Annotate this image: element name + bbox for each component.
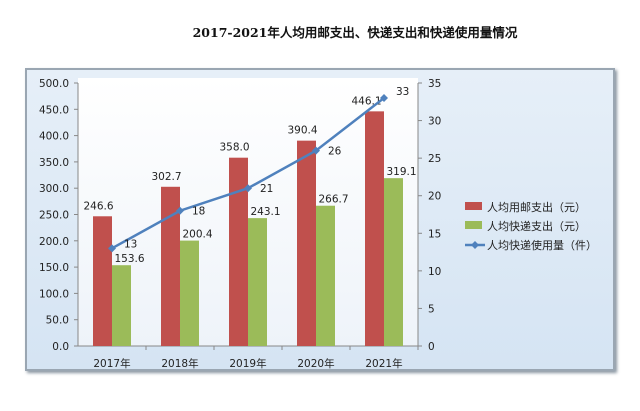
x-tick-label: 2021年 <box>365 357 402 370</box>
legend-label: 人均用邮支出（元） <box>487 200 586 214</box>
left-tick-label: 150.0 <box>39 262 69 274</box>
data-label: 390.4 <box>287 125 317 137</box>
x-tick-label: 2020年 <box>297 357 334 370</box>
left-tick-label: 0.0 <box>52 341 69 353</box>
legend-label: 人均快递支出（元） <box>487 219 586 233</box>
data-label: 21 <box>260 183 273 195</box>
bar-express-spending <box>316 205 335 346</box>
line-marker <box>380 94 388 103</box>
left-tick-label: 250.0 <box>39 210 69 222</box>
data-label: 358.0 <box>219 142 249 154</box>
bar-express-spending <box>112 265 131 346</box>
legend-label: 人均快递使用量（件） <box>487 238 597 252</box>
data-label: 26 <box>328 146 342 158</box>
left-tick-label: 350.0 <box>39 157 69 169</box>
data-label: 302.7 <box>151 171 181 183</box>
bar-express-spending <box>384 178 403 346</box>
right-tick-label: 30 <box>428 116 441 128</box>
data-label: 446.1 <box>351 95 381 107</box>
data-label: 153.6 <box>114 253 144 265</box>
bar-postal-spending <box>93 216 112 346</box>
bar-express-spending <box>180 240 199 346</box>
line-marker <box>312 146 320 155</box>
right-tick-label: 35 <box>428 78 441 90</box>
legend-swatch <box>465 221 482 229</box>
right-tick-label: 10 <box>428 266 441 278</box>
x-tick-label: 2018年 <box>161 357 198 370</box>
right-tick-label: 0 <box>428 341 435 353</box>
bar-postal-spending <box>365 111 384 346</box>
line-marker <box>176 206 184 215</box>
right-tick-label: 20 <box>428 191 441 203</box>
bar-postal-spending <box>161 186 180 346</box>
data-label: 200.4 <box>182 229 212 241</box>
data-label: 243.1 <box>250 206 280 218</box>
line-marker <box>108 244 116 253</box>
x-tick-label: 2017年 <box>93 357 130 370</box>
bar-express-spending <box>248 218 267 346</box>
left-tick-label: 50.0 <box>46 315 69 327</box>
data-label: 319.1 <box>386 166 416 178</box>
left-tick-label: 200.0 <box>39 236 69 248</box>
left-tick-label: 400.0 <box>39 131 69 143</box>
legend-marker <box>471 241 479 249</box>
data-label: 18 <box>192 206 205 218</box>
bar-postal-spending <box>297 140 316 346</box>
x-tick-label: 2019年 <box>229 357 266 370</box>
line-marker <box>244 184 252 193</box>
left-tick-label: 500.0 <box>39 78 69 90</box>
right-tick-label: 15 <box>428 228 441 240</box>
left-tick-label: 450.0 <box>39 104 69 116</box>
data-label: 13 <box>124 238 137 250</box>
data-label: 246.6 <box>83 200 113 212</box>
right-tick-label: 25 <box>428 153 441 165</box>
bar-postal-spending <box>229 157 248 346</box>
left-tick-label: 300.0 <box>39 183 69 195</box>
left-tick-label: 100.0 <box>39 288 69 300</box>
right-tick-label: 5 <box>428 303 435 315</box>
chart-title: 2017-2021年人均用邮支出、快递支出和快递使用量情况 <box>192 25 518 40</box>
data-label: 33 <box>396 86 409 98</box>
data-label: 266.7 <box>318 194 348 206</box>
legend-swatch <box>465 202 482 210</box>
